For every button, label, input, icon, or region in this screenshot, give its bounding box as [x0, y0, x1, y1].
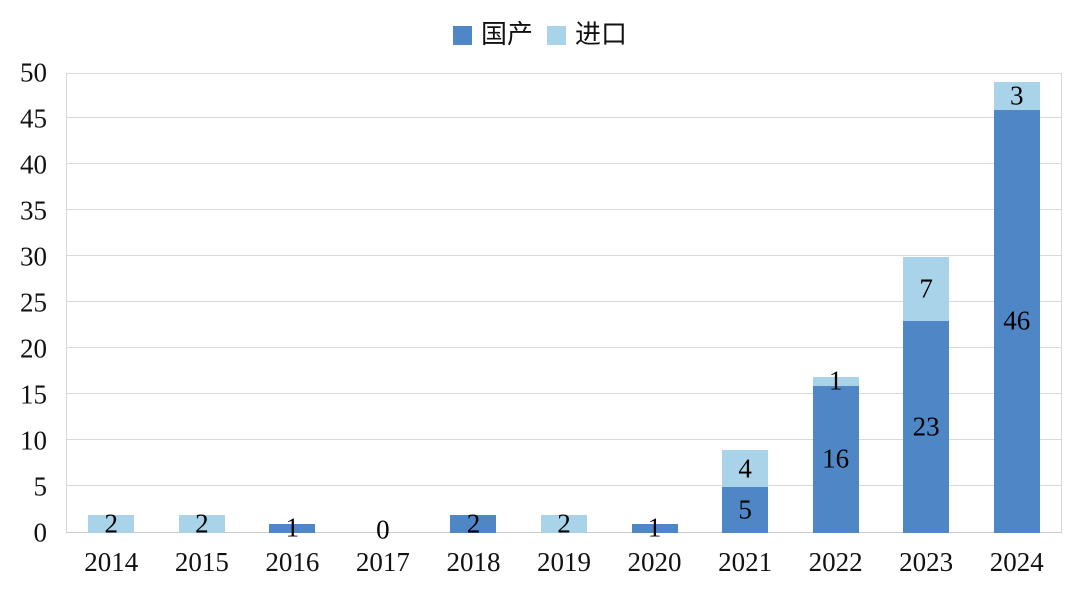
zero-data-label: 0 — [376, 514, 390, 545]
data-label-domestic: 2 — [466, 508, 481, 539]
bar-segment-domestic — [993, 109, 1040, 533]
data-label-imported: 2 — [195, 508, 209, 539]
y-axis-label: 15 — [20, 379, 47, 410]
bar-segment-domestic — [903, 321, 950, 533]
gridline — [67, 117, 1061, 118]
y-axis-label: 40 — [20, 149, 47, 180]
gridline — [67, 439, 1061, 440]
gridline — [67, 301, 1061, 302]
data-label-imported: 2 — [104, 508, 119, 539]
legend-swatch-domestic — [452, 25, 472, 45]
y-axis-label: 20 — [20, 333, 47, 364]
x-axis-label: 2017 — [355, 547, 410, 577]
bar-segment-domestic — [722, 487, 769, 533]
data-label-domestic: 1 — [285, 512, 300, 543]
gridline — [67, 485, 1061, 486]
gridline — [67, 163, 1061, 164]
data-label-imported: 7 — [919, 273, 933, 304]
x-axis-label: 2021 — [718, 547, 773, 577]
x-axis-label: 2020 — [627, 547, 682, 577]
gridline — [67, 255, 1061, 256]
gridline — [67, 393, 1061, 394]
y-axis-label: 25 — [20, 287, 47, 318]
y-axis-label: 30 — [20, 241, 47, 272]
data-label-imported: 2 — [557, 508, 571, 539]
gridline — [67, 347, 1061, 348]
bar-segment-imported — [993, 82, 1040, 110]
x-axis-label: 2014 — [84, 547, 139, 577]
x-axis-label: 2023 — [899, 547, 954, 577]
bar-segment-imported — [903, 257, 950, 322]
data-label-domestic: 5 — [738, 494, 752, 525]
x-axis-label: 2019 — [537, 547, 591, 577]
data-label-domestic: 1 — [647, 512, 662, 543]
x-axis-label: 2015 — [174, 547, 229, 577]
legend: 国产 进口 — [0, 22, 1080, 48]
legend-label-domestic: 国产 — [480, 20, 533, 49]
bar-segment-domestic — [631, 523, 678, 533]
data-label-imported: 3 — [1009, 80, 1024, 111]
y-axis-label: 45 — [20, 103, 47, 134]
data-label-domestic: 46 — [1003, 305, 1031, 336]
bar-segment-imported — [812, 376, 859, 386]
data-label-domestic: 23 — [912, 411, 940, 442]
x-axis-label: 2016 — [265, 547, 320, 577]
y-axis-label: 5 — [33, 471, 48, 502]
y-axis-label: 10 — [20, 425, 47, 456]
x-axis-label: 2018 — [446, 547, 501, 577]
gridline — [67, 209, 1061, 210]
legend-item-imported: 进口 — [547, 22, 627, 48]
x-axis-label: 2022 — [808, 547, 863, 577]
bar-segment-imported — [88, 514, 135, 533]
data-label-domestic: 16 — [822, 443, 850, 474]
bar-segment-imported — [541, 514, 587, 533]
bar-segment-domestic — [269, 523, 316, 533]
legend-label-imported: 进口 — [575, 20, 628, 49]
y-axis-label: 50 — [20, 57, 47, 88]
bar-segment-imported — [178, 514, 225, 533]
y-axis-label: 0 — [33, 517, 48, 548]
bar-segment-imported — [722, 450, 769, 487]
data-label-imported: 4 — [738, 453, 752, 484]
y-axis-label: 35 — [20, 195, 47, 226]
bar-segment-domestic — [450, 514, 497, 533]
bar-segment-domestic — [812, 385, 859, 533]
legend-item-domestic: 国产 — [452, 20, 533, 49]
x-axis-label: 2024 — [989, 547, 1044, 577]
legend-swatch-imported — [547, 25, 566, 45]
data-label-imported: 1 — [828, 365, 843, 396]
